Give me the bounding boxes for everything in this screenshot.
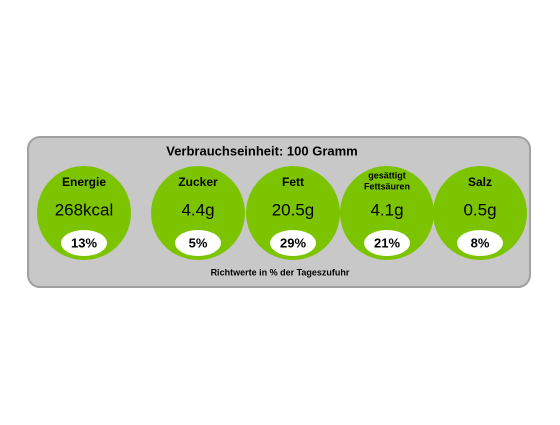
percent-badge bbox=[175, 230, 221, 256]
percent-badge bbox=[61, 230, 107, 256]
nutrient-label: Zucker bbox=[178, 175, 218, 189]
nutrient-amount: 4.4g bbox=[181, 200, 214, 219]
percent-badge bbox=[364, 230, 410, 256]
nutrient-percent: 8% bbox=[471, 235, 490, 250]
nutrient-label: Energie bbox=[62, 175, 106, 189]
nutrient-label: Salz bbox=[468, 175, 492, 189]
nutrient-label: Fettsäuren bbox=[364, 181, 410, 191]
nutrient-amount: 268kcal bbox=[55, 200, 114, 219]
nutrient-circle bbox=[246, 166, 340, 260]
nutrient-circle bbox=[151, 166, 245, 260]
panel-title: Verbrauchseinheit: 100 Gramm bbox=[166, 143, 357, 158]
nutrient-amount: 20.5g bbox=[272, 200, 315, 219]
nutrient-label: gesättigt bbox=[368, 170, 406, 180]
nutrient-percent: 5% bbox=[189, 235, 208, 250]
nutrient-circle bbox=[37, 166, 131, 260]
nutrient-amount: 4.1g bbox=[370, 200, 403, 219]
nutrient-percent: 13% bbox=[71, 235, 97, 250]
nutrient-percent: 29% bbox=[280, 235, 306, 250]
panel-footer: Richtwerte in % der Tageszufuhr bbox=[211, 267, 350, 277]
nutrient-circle bbox=[433, 166, 527, 260]
nutrient-circle bbox=[340, 166, 434, 260]
nutrient-amount: 0.5g bbox=[463, 200, 496, 219]
nutrient-label: Fett bbox=[282, 175, 304, 189]
percent-badge bbox=[270, 230, 316, 256]
percent-badge bbox=[457, 230, 503, 256]
nutrient-percent: 21% bbox=[374, 235, 400, 250]
